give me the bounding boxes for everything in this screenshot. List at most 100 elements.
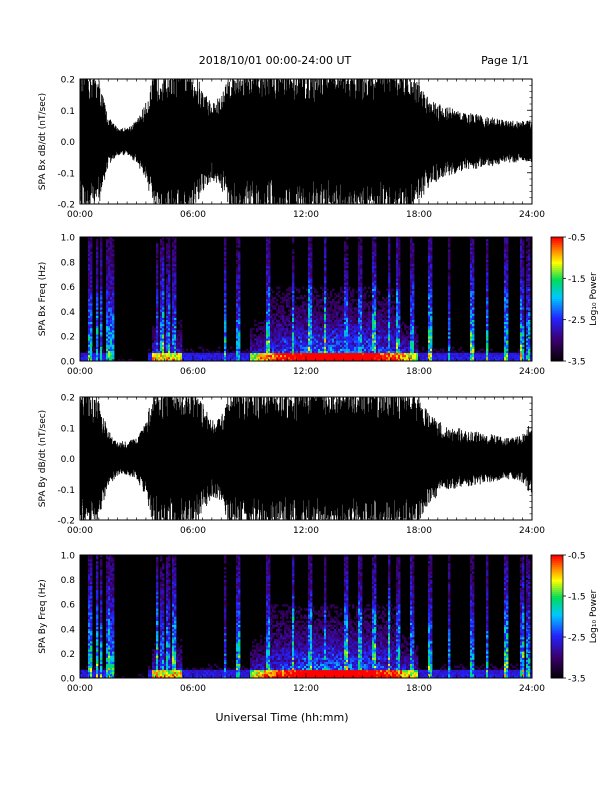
spectrogram-cell xyxy=(172,292,175,296)
spectrogram-cell xyxy=(362,342,365,345)
spectrogram-cell xyxy=(104,354,107,358)
spectrogram-cell xyxy=(460,358,463,362)
spectrogram-cell xyxy=(486,278,489,281)
spectrogram-cell xyxy=(94,348,97,351)
spectrogram-cell xyxy=(292,282,295,285)
spectrogram-cell xyxy=(298,311,301,314)
spectrogram-cell xyxy=(312,313,315,316)
spectrogram-cell xyxy=(168,305,171,308)
spectrogram-cell xyxy=(500,352,503,356)
spectrogram-cell xyxy=(448,249,451,252)
spectrogram-cell xyxy=(96,313,99,316)
spectrogram-cell xyxy=(166,330,169,333)
spectrogram-cell xyxy=(260,325,263,329)
spectrogram-cell xyxy=(368,321,371,325)
spectrogram-cell xyxy=(88,313,91,316)
spectrogram-cell xyxy=(324,358,327,362)
spectrogram-cell xyxy=(224,317,227,320)
spectrogram-cell xyxy=(252,340,255,343)
spectrogram-cell xyxy=(320,317,323,320)
spectrogram-cell xyxy=(328,352,331,356)
spectrogram-cell xyxy=(172,356,175,360)
spectrogram-cell xyxy=(92,354,95,358)
spectrogram-cell xyxy=(238,325,241,329)
spectrogram-cell xyxy=(234,358,237,362)
spectrogram-cell xyxy=(324,336,327,339)
spectrogram-cell xyxy=(428,290,431,294)
spectrogram-cell xyxy=(162,265,165,269)
spectrogram-cell xyxy=(384,317,387,320)
spectrogram-cell xyxy=(332,315,335,318)
spectrogram-cell xyxy=(344,299,347,302)
spectrogram-cell xyxy=(96,296,99,300)
spectrogram-cell xyxy=(296,323,299,327)
spectrogram-cell xyxy=(428,299,431,302)
spectrogram-cell xyxy=(110,311,113,314)
spectrogram-cell xyxy=(92,346,95,349)
spectrogram-cell xyxy=(398,280,401,283)
spectrogram-cell xyxy=(346,344,349,347)
spectrogram-cell xyxy=(308,268,311,271)
spectrogram-cell xyxy=(416,325,419,329)
spectrogram-cell xyxy=(392,350,395,354)
spectrogram-cell xyxy=(256,358,259,362)
spectrogram-cell xyxy=(356,319,359,323)
spectrogram-cell xyxy=(242,356,245,360)
spectrogram-cell xyxy=(148,358,151,362)
spectrogram-cell xyxy=(164,336,167,339)
spectrogram-cell xyxy=(380,336,383,339)
spectrogram-cell xyxy=(276,348,279,351)
spectrogram-cell xyxy=(338,344,341,347)
spectrogram-cell xyxy=(166,319,169,323)
spectrogram-cell xyxy=(340,315,343,318)
spectrogram-cell xyxy=(352,352,355,356)
spectrogram-cell xyxy=(388,325,391,329)
spectrogram-cell xyxy=(168,276,171,279)
spectrogram-cell xyxy=(504,313,507,316)
spectrogram-cell xyxy=(88,334,91,337)
spectrogram-cell xyxy=(388,323,391,327)
spectrogram-cell xyxy=(322,319,325,323)
spectrogram-cell xyxy=(102,358,105,362)
spectrogram-cell xyxy=(386,315,389,318)
spectrogram-cell xyxy=(250,338,253,341)
spectrogram-cell xyxy=(166,255,169,258)
spectrogram-cell xyxy=(492,356,495,360)
spectrogram-cell xyxy=(310,280,313,283)
spectrogram-cell xyxy=(364,327,367,331)
spectrogram-cell xyxy=(506,348,509,351)
spectrogram-cell xyxy=(306,342,309,345)
spectrogram-cell xyxy=(336,336,339,339)
spectrogram-cell xyxy=(470,294,473,298)
spectrogram-cell xyxy=(264,340,267,343)
spectrogram-cell xyxy=(220,354,223,358)
spectrogram-cell xyxy=(314,309,317,312)
spectrogram-cell xyxy=(358,334,361,337)
spectrogram-cell xyxy=(162,319,165,323)
spectrogram-cell xyxy=(236,261,239,265)
spectrogram-cell xyxy=(392,334,395,337)
spectrogram-cell xyxy=(352,319,355,323)
spectrogram-cell xyxy=(292,237,295,240)
spectrogram-cell xyxy=(372,261,375,265)
spectrogram-cell xyxy=(172,344,175,347)
spectrogram-cell xyxy=(386,327,389,331)
spectrogram-cell xyxy=(294,325,297,329)
spectrogram-cell xyxy=(236,237,239,240)
spectrogram-cell xyxy=(386,319,389,323)
spectrogram-cell xyxy=(292,251,295,254)
spectrogram-cell xyxy=(92,358,95,362)
spectrogram-cell xyxy=(382,315,385,318)
spectrogram-cell xyxy=(322,296,325,300)
spectrogram-cell xyxy=(326,317,329,320)
spectrogram-cell xyxy=(414,354,417,358)
spectrogram-cell xyxy=(292,296,295,300)
spectrogram-cell xyxy=(266,284,269,287)
spectrogram-cell xyxy=(354,307,357,310)
spectrogram-cell xyxy=(326,346,329,349)
spectrogram-cell xyxy=(396,284,399,287)
spectrogram-cell xyxy=(428,338,431,341)
spectrogram-cell xyxy=(184,354,187,358)
spectrogram-cell xyxy=(324,276,327,279)
x-tick-label: 24:00 xyxy=(519,210,545,220)
